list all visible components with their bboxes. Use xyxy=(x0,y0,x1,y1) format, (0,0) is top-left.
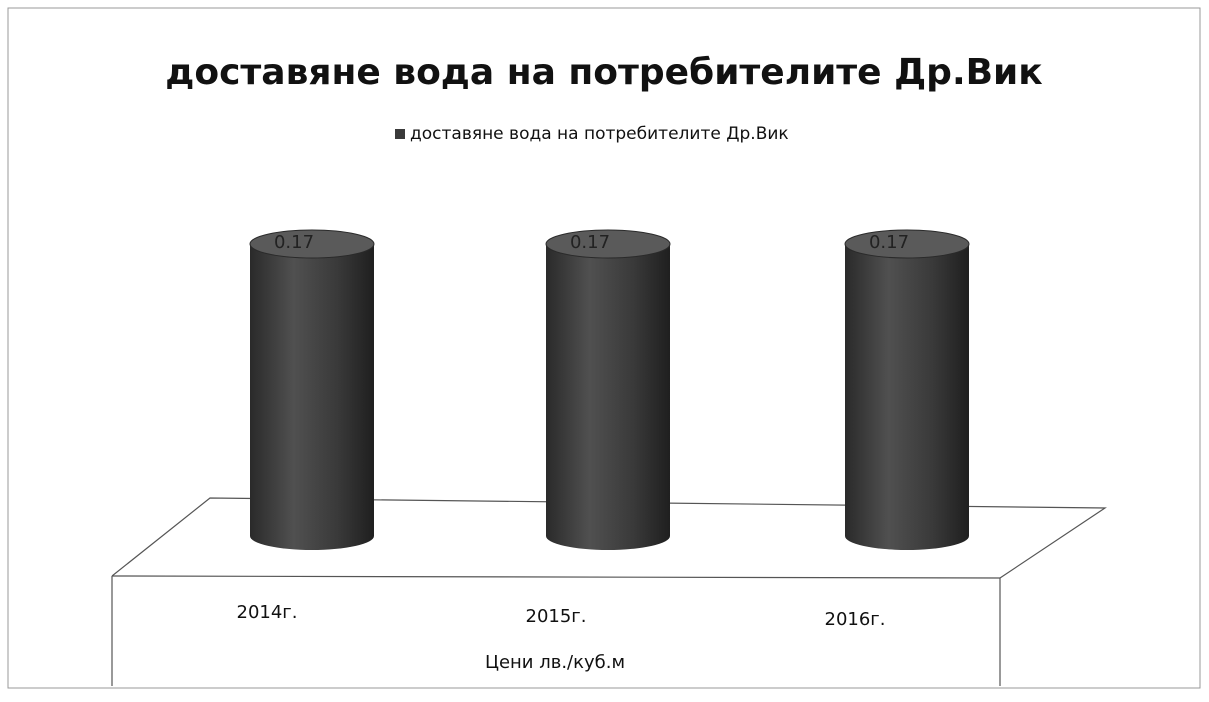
chart-border xyxy=(7,7,1201,689)
x-tick-label: 2015г. xyxy=(526,606,587,627)
x-tick-labels: 2014г. 2015г. 2016г. xyxy=(237,602,886,630)
data-label: 0.17 xyxy=(274,232,314,253)
data-labels: 0.17 0.17 0.17 xyxy=(274,232,909,253)
bar-2014г. xyxy=(249,229,375,550)
data-label: 0.17 xyxy=(570,232,610,253)
x-tick-label: 2014г. xyxy=(237,602,298,623)
bar-2015г. xyxy=(545,229,671,550)
bar-top xyxy=(545,229,671,259)
bars xyxy=(249,229,970,550)
data-label: 0.17 xyxy=(869,232,909,253)
legend-swatch xyxy=(395,129,405,139)
bar-2016г. xyxy=(844,229,970,550)
bar-body xyxy=(250,244,374,550)
legend-label: доставяне вода на потребителите Др.Вик xyxy=(410,124,789,144)
chart-title: доставяне вода на потребителите Др.Вик xyxy=(165,52,1042,93)
bar-top xyxy=(249,229,375,259)
legend: доставяне вода на потребителите Др.Вик xyxy=(395,124,789,144)
x-tick-label: 2016г. xyxy=(825,609,886,630)
bar-body xyxy=(845,244,969,550)
x-axis-label: Цени лв./куб.м xyxy=(485,652,625,673)
bar-body xyxy=(546,244,670,550)
bar-top xyxy=(844,229,970,259)
